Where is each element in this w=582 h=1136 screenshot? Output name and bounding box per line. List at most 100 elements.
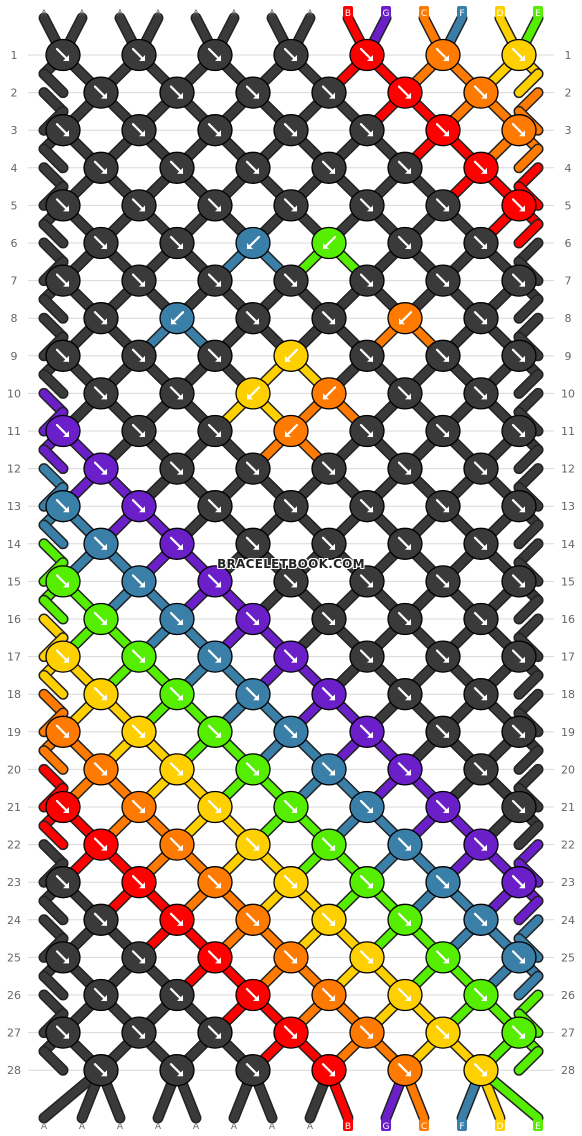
arrow-head [101, 243, 107, 249]
knot [197, 490, 233, 523]
knot [197, 38, 233, 72]
knot [501, 941, 537, 974]
knot [121, 414, 157, 448]
knot [121, 941, 157, 974]
forward-knot-arrow-icon [321, 762, 336, 776]
forward-knot-arrow-icon [131, 1025, 146, 1039]
label-swatch [533, 1119, 543, 1131]
arrow-head [215, 205, 221, 212]
arrow-head [329, 1070, 335, 1077]
row-number-right: 11 [561, 425, 575, 438]
forward-knot-arrow-icon [169, 1063, 184, 1077]
knot [425, 414, 461, 448]
knot [121, 264, 157, 297]
arrow-head [519, 506, 525, 513]
arrow-head [177, 1070, 183, 1077]
top-label-G: G [381, 6, 391, 19]
knot [159, 1054, 195, 1087]
forward-knot-arrow-icon [435, 950, 450, 964]
bottom-label-A: A [155, 1122, 162, 1132]
bottom-label-B: B [343, 1119, 353, 1132]
arrow-head [63, 431, 69, 437]
knot [45, 715, 81, 748]
label-text: A [79, 1122, 86, 1132]
forward-knot-arrow-icon [321, 311, 336, 325]
arrow-head [443, 205, 449, 212]
forward-knot-arrow-icon [55, 574, 70, 588]
arrow-head [253, 92, 259, 99]
knot [235, 903, 271, 936]
label-swatch [381, 1119, 391, 1131]
edge-thread [40, 671, 67, 699]
knot [501, 1016, 537, 1049]
arrow-head [101, 694, 107, 701]
forward-knot-arrow-icon [321, 160, 336, 174]
knot [159, 828, 195, 861]
forward-knot-arrow-icon [359, 123, 374, 137]
arrow-head [101, 393, 107, 400]
arrow-head [101, 769, 107, 776]
arrow-head [367, 205, 373, 212]
knot [273, 414, 309, 448]
arrow-head [443, 581, 449, 588]
forward-knot-arrow-icon [283, 1025, 298, 1039]
forward-knot-arrow-icon [55, 875, 70, 889]
forward-knot-arrow-icon [359, 47, 374, 62]
arrow-head [481, 243, 487, 249]
forward-knot-arrow-icon [473, 235, 488, 250]
knot [83, 753, 119, 786]
arrow-head [215, 807, 221, 813]
knot [349, 715, 385, 748]
arrow-head [481, 694, 487, 701]
top-label-D: D [495, 6, 505, 19]
arrow-head [215, 731, 221, 738]
row-number-left: 19 [7, 726, 21, 739]
label-swatch [419, 1119, 429, 1131]
forward-knot-arrow-icon [169, 235, 184, 250]
forward-knot-arrow-icon [435, 273, 450, 287]
arrow-head [215, 656, 221, 663]
row-number-left: 24 [7, 914, 21, 927]
forward-knot-arrow-icon [169, 987, 184, 1002]
arrow-head [519, 957, 525, 964]
row-number-right: 13 [561, 500, 575, 513]
row-number-left: 2 [11, 87, 18, 100]
arrow-head [139, 431, 145, 437]
row-number-left: 22 [7, 839, 21, 852]
arrow-head [177, 543, 183, 550]
label-swatch [457, 1119, 467, 1131]
arrow-head [405, 167, 411, 174]
row-number-right: 2 [565, 87, 572, 100]
label-text: A [307, 1122, 314, 1132]
knot [45, 264, 81, 297]
top-label-A: A [155, 9, 162, 19]
forward-knot-arrow-icon [55, 273, 70, 287]
backward-knot-arrow-icon [398, 311, 413, 325]
forward-knot-arrow-icon [169, 912, 184, 926]
knot [159, 377, 195, 410]
arrow-head [519, 355, 525, 362]
arrow-head [139, 882, 145, 889]
arrow-head [63, 656, 69, 663]
knot [311, 978, 347, 1012]
knot [501, 38, 537, 72]
knot [83, 76, 119, 109]
arrow-head [285, 431, 291, 437]
knot [235, 828, 271, 861]
forward-knot-arrow-icon [397, 160, 412, 174]
arrow-head [139, 957, 145, 964]
knot [45, 866, 81, 899]
forward-knot-arrow-icon [283, 724, 298, 738]
arrow-head [367, 656, 373, 663]
knot [387, 978, 423, 1012]
knot [349, 414, 385, 448]
arrow-head [177, 844, 183, 851]
forward-knot-arrow-icon [397, 912, 412, 926]
knot [425, 114, 461, 147]
forward-knot-arrow-icon [131, 499, 146, 513]
forward-knot-arrow-icon [435, 47, 450, 62]
arrow-head [101, 92, 107, 99]
edge-thread [515, 1047, 542, 1075]
forward-knot-arrow-icon [207, 875, 222, 889]
bottom-label-C: C [419, 1119, 429, 1132]
